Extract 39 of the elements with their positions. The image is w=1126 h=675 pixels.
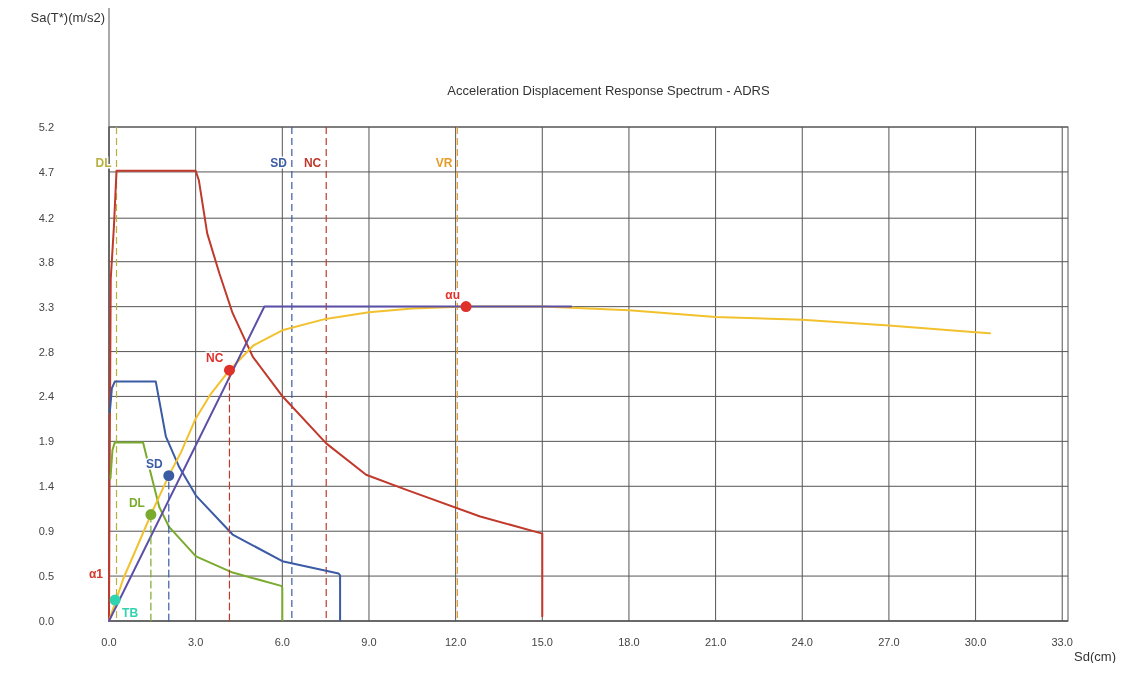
line-series bbox=[109, 441, 284, 622]
ref-line-label: NC bbox=[303, 156, 322, 170]
x-tick-label: 18.0 bbox=[618, 636, 640, 648]
y-tick-label: 2.8 bbox=[38, 345, 54, 358]
point bbox=[109, 594, 121, 606]
y-tick-label: 0.0 bbox=[38, 615, 54, 627]
point bbox=[460, 301, 472, 313]
y-tick-label: 0.5 bbox=[38, 570, 54, 583]
point bbox=[163, 470, 175, 482]
series-label: DL bbox=[128, 495, 145, 510]
text: Sa(T*)(m/s2) bbox=[30, 10, 105, 25]
y-tick-label: 0.9 bbox=[38, 525, 54, 538]
annotation: α1 bbox=[88, 566, 104, 581]
x-tick-label: 15.0 bbox=[531, 636, 553, 648]
x-tick-label: 3.0 bbox=[188, 636, 204, 648]
x-tick-label: 30.0 bbox=[964, 636, 987, 648]
x-tick-label: 33.0 bbox=[1051, 636, 1073, 648]
y-tick-label: 1.4 bbox=[38, 480, 54, 493]
point bbox=[223, 364, 235, 376]
x-tick-label: 6.0 bbox=[274, 636, 290, 648]
x-tick-label: 21.0 bbox=[704, 636, 727, 648]
y-tick-label: 4.7 bbox=[38, 165, 54, 178]
y-tick-label: 3.8 bbox=[38, 255, 54, 268]
y-tick-label: 2.4 bbox=[38, 390, 54, 403]
y-tick-label: 4.2 bbox=[38, 212, 54, 225]
x-tick-label: 9.0 bbox=[361, 636, 377, 648]
point bbox=[145, 509, 157, 521]
ref-line-label: VR bbox=[435, 156, 453, 170]
y-tick-label: 3.3 bbox=[38, 300, 54, 313]
x-tick-label: 0.0 bbox=[101, 636, 117, 648]
x-tick-label: 24.0 bbox=[791, 636, 813, 648]
x-axis-title: Sd(cm) bbox=[1074, 649, 1116, 664]
x-tick-label: 12.0 bbox=[444, 636, 467, 648]
y-tick-label: 5.2 bbox=[38, 121, 54, 133]
series-label: TB bbox=[122, 606, 139, 621]
series-label: NC bbox=[206, 351, 224, 366]
x-tick-label: 27.0 bbox=[878, 636, 900, 648]
y-tick-label: 1.9 bbox=[38, 435, 54, 448]
chart-title: Acceleration Displacement Response Spectrum - ADRS bbox=[447, 83, 770, 98]
